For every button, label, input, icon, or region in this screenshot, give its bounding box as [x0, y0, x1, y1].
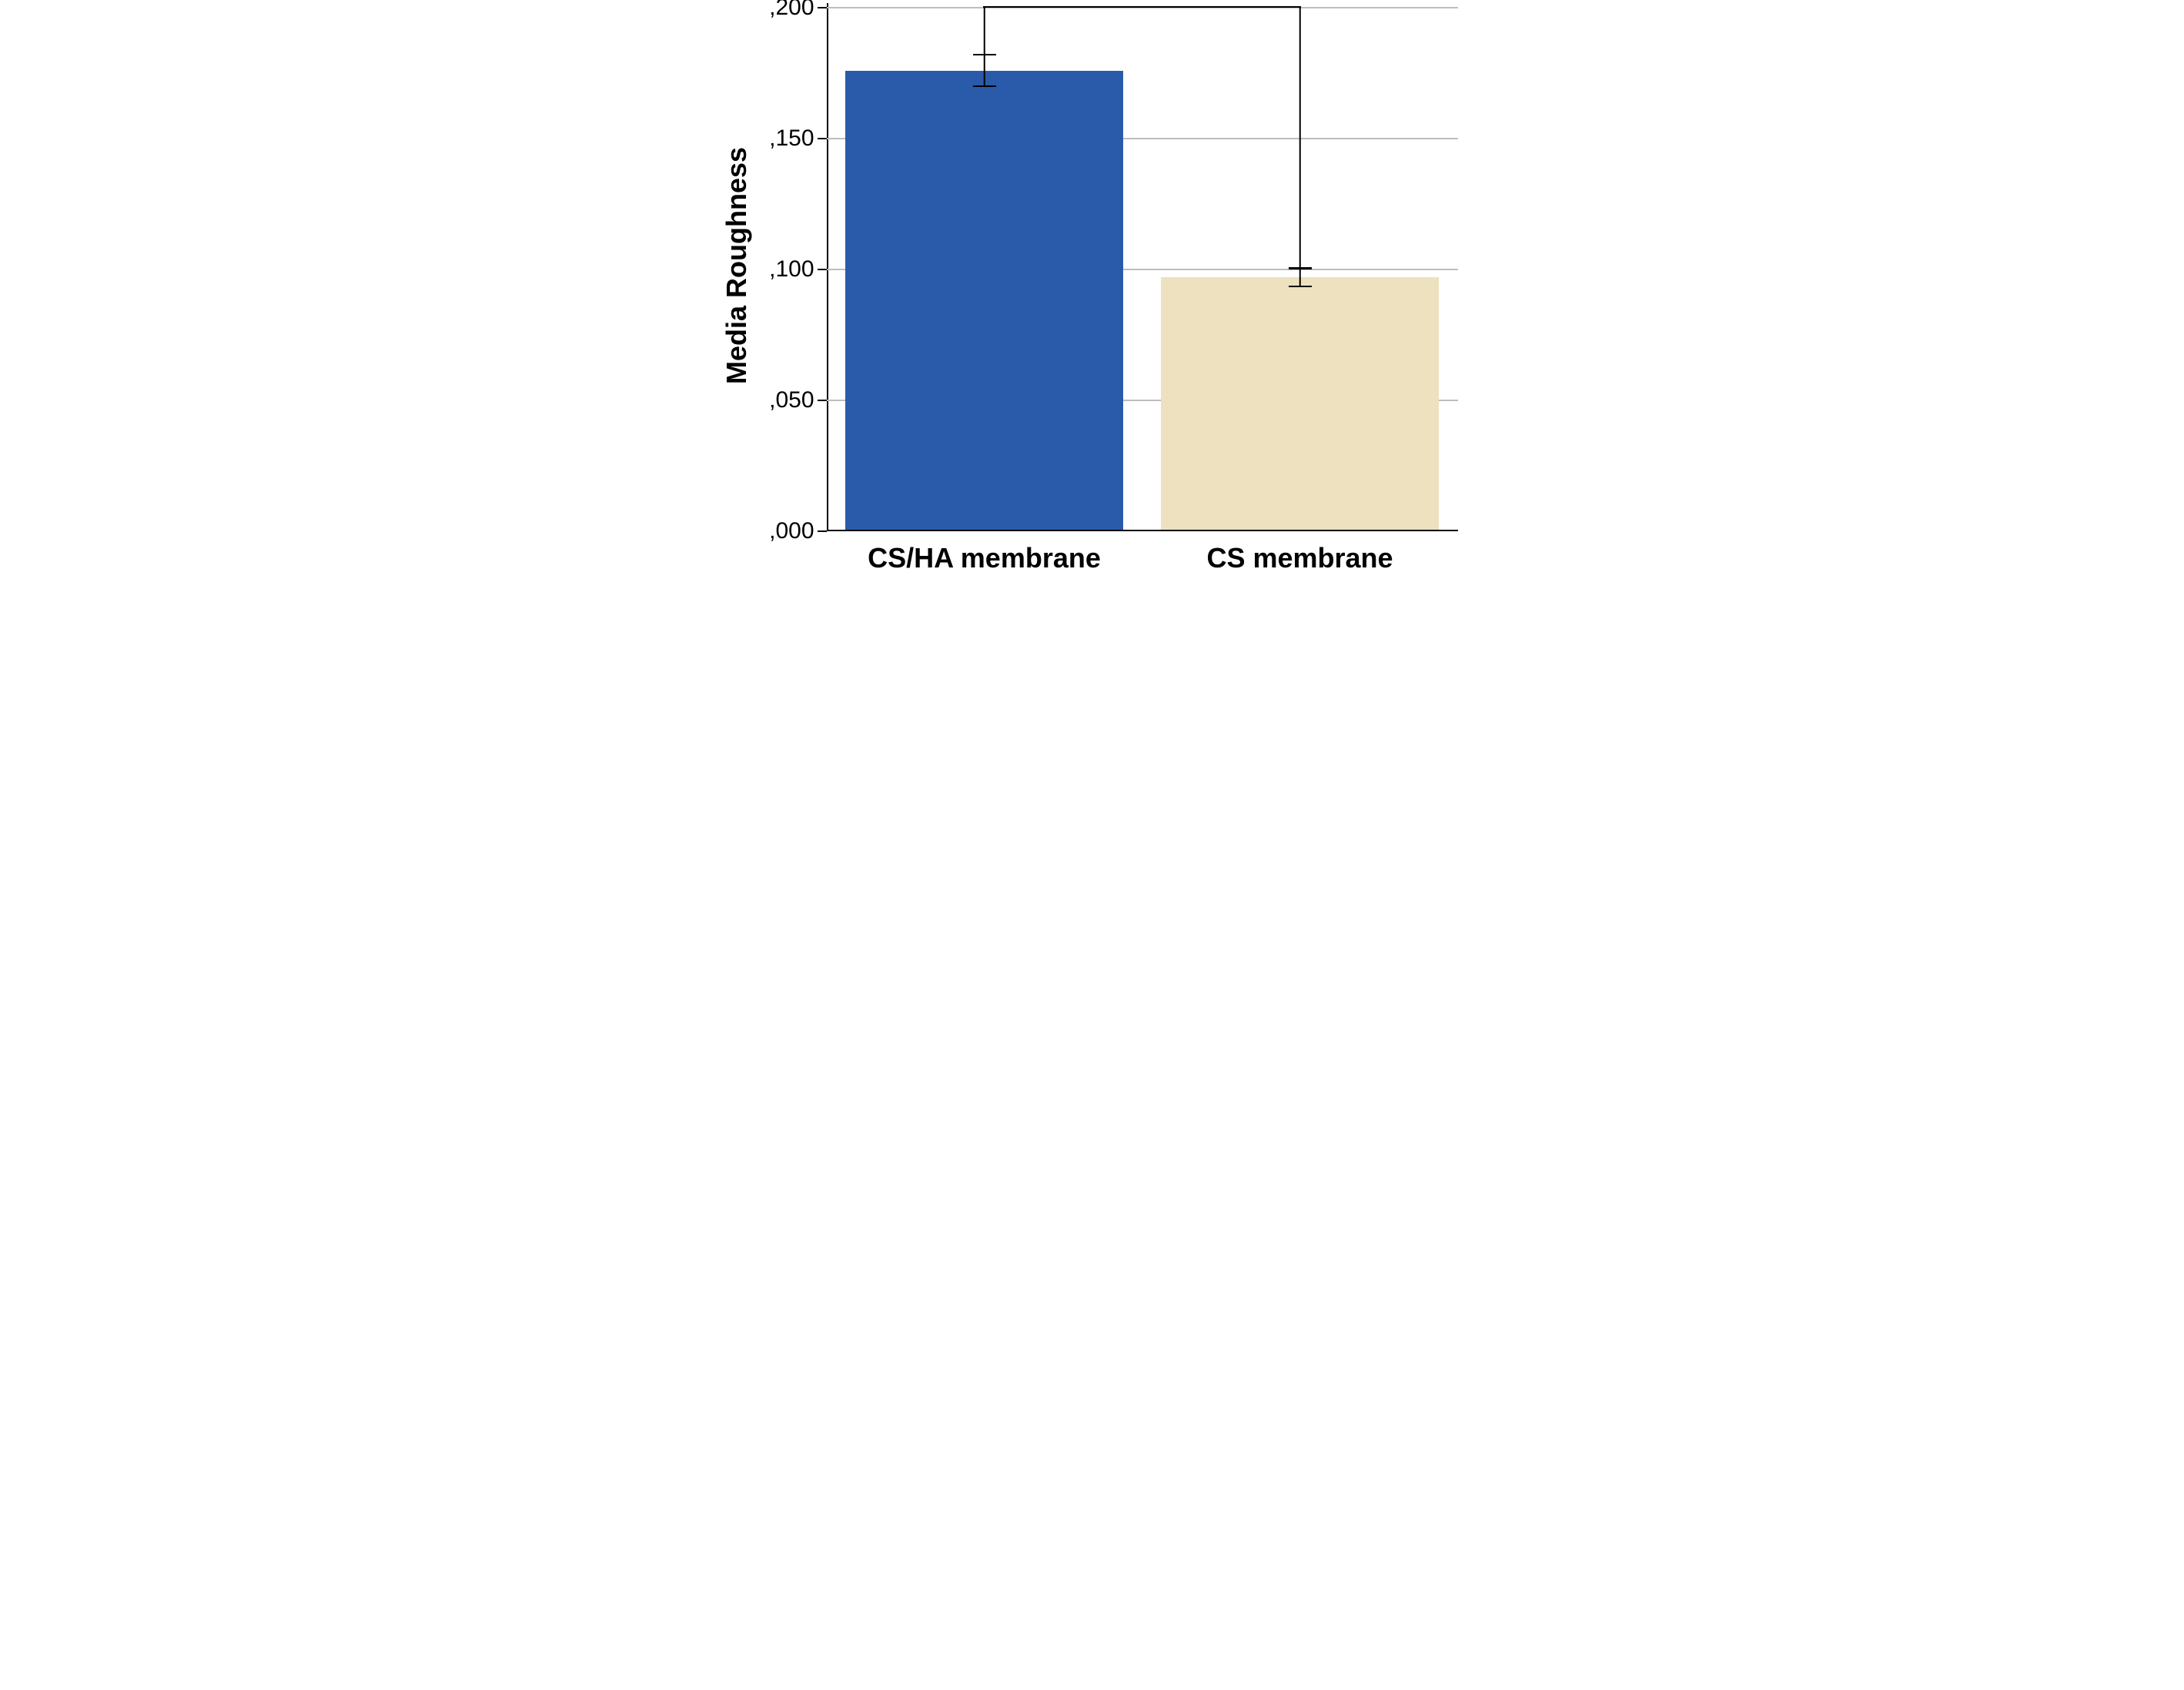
- y-tick: [818, 530, 827, 533]
- y-tick-label: ,000: [769, 518, 814, 544]
- y-tick: [818, 269, 827, 271]
- y-tick: [818, 138, 827, 140]
- y-tick: [818, 7, 827, 9]
- y-tick-label: ,100: [769, 256, 814, 283]
- x-axis-line: [827, 530, 1458, 532]
- bar: [845, 71, 1123, 530]
- error-bar: [1299, 268, 1301, 286]
- plot-area: ,000,050,100,150,200CS/HA membraneCS mem…: [827, 8, 1458, 531]
- significance-bracket: [983, 7, 985, 55]
- bar: [1161, 277, 1439, 529]
- figure: Media Roughness ,000,050,100,150,200CS/H…: [707, 0, 1477, 596]
- y-tick: [818, 400, 827, 402]
- significance-bracket: [1299, 7, 1301, 269]
- error-bar: [983, 55, 985, 86]
- y-axis-title: Media Roughness: [721, 147, 753, 384]
- error-bar-cap: [973, 85, 996, 88]
- y-tick-label: ,150: [769, 125, 814, 152]
- y-axis-line: [827, 3, 829, 531]
- significance-marker: *: [1135, 0, 1148, 5]
- x-tick-label: CS/HA membrane: [868, 542, 1101, 574]
- x-tick-label: CS membrane: [1206, 542, 1393, 574]
- y-tick-label: ,200: [769, 0, 814, 21]
- error-bar-cap: [1289, 286, 1312, 288]
- y-tick-label: ,050: [769, 387, 814, 413]
